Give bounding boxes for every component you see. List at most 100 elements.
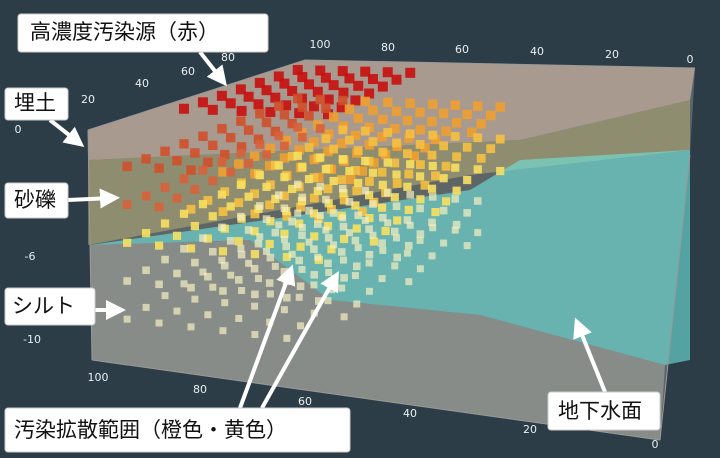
cube — [476, 153, 486, 163]
cube — [338, 87, 349, 98]
cube — [280, 191, 289, 201]
cube — [249, 151, 260, 161]
cube — [354, 211, 363, 220]
cube — [253, 99, 264, 110]
cube — [439, 174, 448, 183]
cube — [393, 216, 402, 225]
cube — [154, 241, 164, 250]
cube — [496, 166, 505, 176]
arrow — [198, 50, 227, 87]
cube — [322, 109, 333, 120]
cube — [254, 77, 265, 88]
cube — [154, 202, 164, 212]
arrow — [260, 271, 339, 409]
cube — [250, 250, 259, 259]
cube — [320, 72, 331, 83]
cube — [203, 157, 213, 168]
cube — [390, 158, 400, 168]
cube — [353, 113, 363, 123]
cube — [451, 163, 460, 172]
cube — [218, 223, 226, 232]
cube — [255, 140, 265, 149]
cube — [452, 152, 462, 162]
gravel-layer — [88, 100, 690, 245]
cube — [365, 214, 374, 223]
cube — [323, 146, 333, 157]
cube — [155, 280, 163, 289]
cube — [338, 284, 346, 292]
cube — [251, 331, 259, 339]
cube — [314, 253, 322, 261]
cube — [328, 80, 339, 91]
cube — [440, 239, 448, 247]
cube — [415, 125, 426, 135]
cube — [451, 195, 460, 203]
cube — [441, 161, 451, 171]
cube — [353, 146, 363, 155]
cube — [179, 174, 189, 184]
tick-label: 60 — [298, 395, 312, 408]
label-box — [4, 87, 69, 121]
cube — [404, 169, 414, 179]
cube — [315, 94, 325, 105]
cube — [141, 191, 151, 201]
cube — [199, 234, 207, 242]
cube — [345, 166, 354, 176]
cube — [304, 79, 315, 90]
cube — [365, 250, 374, 259]
cube — [310, 245, 318, 253]
cube — [216, 90, 227, 101]
cube — [287, 151, 297, 161]
cube — [209, 283, 217, 291]
cube-group — [122, 64, 505, 342]
cube — [295, 256, 303, 265]
cube — [365, 177, 374, 186]
cube — [265, 279, 274, 287]
cube — [365, 259, 373, 267]
cube — [486, 144, 496, 154]
cube — [344, 73, 355, 84]
cube — [427, 116, 437, 127]
cube — [378, 180, 387, 189]
cube — [294, 145, 304, 155]
box-edge — [91, 154, 691, 441]
cube — [280, 306, 288, 314]
cube — [287, 86, 298, 97]
cube — [141, 154, 151, 164]
cube — [283, 293, 291, 302]
cube — [340, 274, 348, 282]
cube — [191, 295, 199, 303]
cube — [172, 231, 182, 240]
cube — [416, 160, 425, 170]
cube — [352, 262, 361, 271]
cube — [208, 176, 218, 186]
cube — [429, 224, 437, 232]
cube — [161, 255, 169, 264]
cube — [304, 111, 314, 121]
label-box — [17, 13, 269, 53]
cube — [235, 84, 246, 95]
cube — [392, 138, 401, 148]
cube — [338, 95, 348, 106]
cube — [383, 188, 392, 197]
cube — [473, 165, 482, 174]
cube — [250, 227, 259, 236]
cube — [236, 180, 245, 189]
arrow — [238, 264, 296, 409]
cube — [339, 222, 348, 231]
cube — [155, 319, 163, 327]
cube — [345, 135, 354, 145]
cube — [293, 122, 303, 132]
cube — [463, 242, 471, 250]
cube — [390, 227, 399, 236]
cube — [234, 159, 244, 169]
cube — [392, 178, 402, 188]
tick-label: 80 — [193, 383, 207, 396]
cube — [217, 157, 227, 167]
cube — [298, 193, 307, 202]
cube — [280, 204, 289, 213]
cube — [378, 239, 386, 247]
cube — [312, 86, 323, 97]
cube — [451, 118, 462, 128]
tick-label: 80 — [381, 41, 395, 54]
